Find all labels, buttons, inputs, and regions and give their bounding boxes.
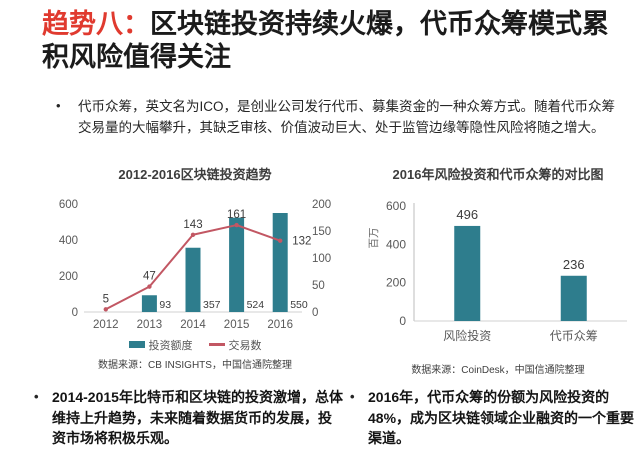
bullet-icon: • (34, 389, 39, 404)
line-point-2016 (278, 238, 283, 243)
line-point-2013 (147, 284, 152, 289)
intro-text: 代币众筹，英文名为ICO，是创业公司发行代币、募集资金的一种众筹方式。随着代币众… (78, 99, 615, 136)
bar-value-label: 93 (159, 299, 171, 311)
trend-chart-title: 2012-2016区块链投资趋势 (118, 167, 272, 182)
line-point-2014 (190, 232, 196, 237)
left-axis-tick: 200 (59, 271, 78, 283)
right-axis-tick: 150 (312, 226, 331, 238)
bar-swatch-icon (128, 341, 145, 349)
note-left: • 2014-2015年比特币和区块链的投资激增，总体维持上升趋势，未来随着数据… (34, 387, 344, 449)
page-title: 趋势八：区块链投资持续火爆，代币众筹模式累积风险值得关注 (42, 8, 614, 75)
x-axis-label: 2014 (180, 319, 206, 331)
bullet-icon: • (56, 98, 61, 113)
note-right: • 2016年，代币众筹的份额为风险投资的48%，成为区块链领域企业融资的一个重… (350, 387, 640, 449)
notes-row: • 2014-2015年比特币和区块链的投资激增，总体维持上升趋势，未来随着数据… (34, 387, 640, 449)
comparison-chart-source: 数据来源：CoinDesk，中国信通院整理 (411, 364, 585, 376)
trend-chart-svg: 0 200 400 600 0 50 100 150 200 2012 2013 2014 2015 20… (59, 199, 331, 331)
bar-value-label: 550 (290, 299, 308, 311)
bar-2013 (141, 294, 157, 312)
left-axis-tick: 600 (59, 199, 78, 211)
x-axis-label: 2013 (137, 319, 163, 331)
right-axis-tick: 0 (312, 307, 318, 319)
right-axis-tick: 100 (312, 253, 331, 265)
bar-value-label: 496 (456, 207, 478, 222)
y-axis-tick: 600 (386, 199, 406, 213)
trend-chart-source: 数据来源：CB INSIGHTS，中国信通院整理 (98, 359, 292, 371)
y-axis-tick: 0 (399, 314, 406, 328)
line-value-label: 132 (292, 235, 311, 247)
line-value-label: 161 (227, 209, 246, 221)
bar-value-label: 524 (247, 299, 265, 311)
y-axis-tick: 200 (386, 275, 406, 289)
legend-line-label: 交易数 (228, 339, 262, 352)
y-axis-title: 百万 (368, 227, 380, 248)
note-right-text: 2016年，代币众筹的份额为风险投资的48%，成为区块链领域企业融资的一个重要渠… (368, 389, 635, 447)
left-axis-tick: 400 (59, 235, 78, 247)
right-axis-tick: 50 (312, 280, 325, 292)
comparison-chart-title: 2016年风险投资和代币众筹的对比图 (392, 167, 604, 182)
x-axis-label: 风险投资 (443, 328, 491, 343)
bar-value-label: 236 (563, 256, 585, 271)
bar-2015 (229, 217, 245, 312)
line-point-2012 (103, 306, 108, 312)
y-axis-tick: 400 (386, 237, 406, 251)
bar-风险投资 (454, 225, 481, 321)
legend-item-bar: 投资额度 (128, 337, 193, 353)
legend-item-line: 交易数 (208, 337, 262, 353)
line-value-label: 143 (183, 218, 202, 230)
charts-row: 2012-2016区块链投资趋势 0 200 400 600 0 50 100 150 200 2… (34, 167, 640, 376)
trend-chart-legend: 投资额度 交易数 (128, 337, 262, 353)
line-value-label: 5 (103, 293, 109, 305)
left-axis-tick: 0 (72, 307, 78, 319)
bar-代币众筹 (560, 275, 587, 321)
comparison-chart-panel: 2016年风险投资和代币众筹的对比图 0 200 400 600 百万 496 风险投资 23… (356, 167, 640, 376)
bar-2016 (272, 212, 288, 312)
right-axis-tick: 200 (312, 199, 331, 211)
note-left-text: 2014-2015年比特币和区块链的投资激增，总体维持上升趋势，未来随着数据货币… (52, 389, 343, 447)
line-value-label: 47 (143, 270, 156, 282)
intro-paragraph: • 代币众筹，英文名为ICO，是创业公司发行代币、募集资金的一种众筹方式。随着代… (56, 96, 622, 139)
bar-2014 (185, 247, 201, 312)
bullet-icon: • (350, 389, 355, 404)
page-title-text: 区块链投资持续火爆，代币众筹模式累积风险值得关注 (42, 9, 609, 73)
line-swatch-icon (208, 343, 225, 347)
x-axis-label: 2012 (93, 319, 119, 331)
line-point-2015 (234, 222, 239, 227)
bar-value-label: 357 (203, 299, 221, 311)
trend-chart-panel: 2012-2016区块链投资趋势 0 200 400 600 0 50 100 150 200 2… (34, 167, 356, 376)
legend-bar-label: 投资额度 (148, 339, 193, 352)
x-axis-label: 2016 (267, 319, 293, 331)
comparison-chart-svg: 0 200 400 600 百万 496 风险投资 236 代币众筹 (368, 199, 627, 343)
x-axis-label: 2015 (224, 319, 250, 331)
x-axis-label: 代币众筹 (550, 329, 598, 343)
trend-badge: 趋势八： (42, 9, 150, 39)
